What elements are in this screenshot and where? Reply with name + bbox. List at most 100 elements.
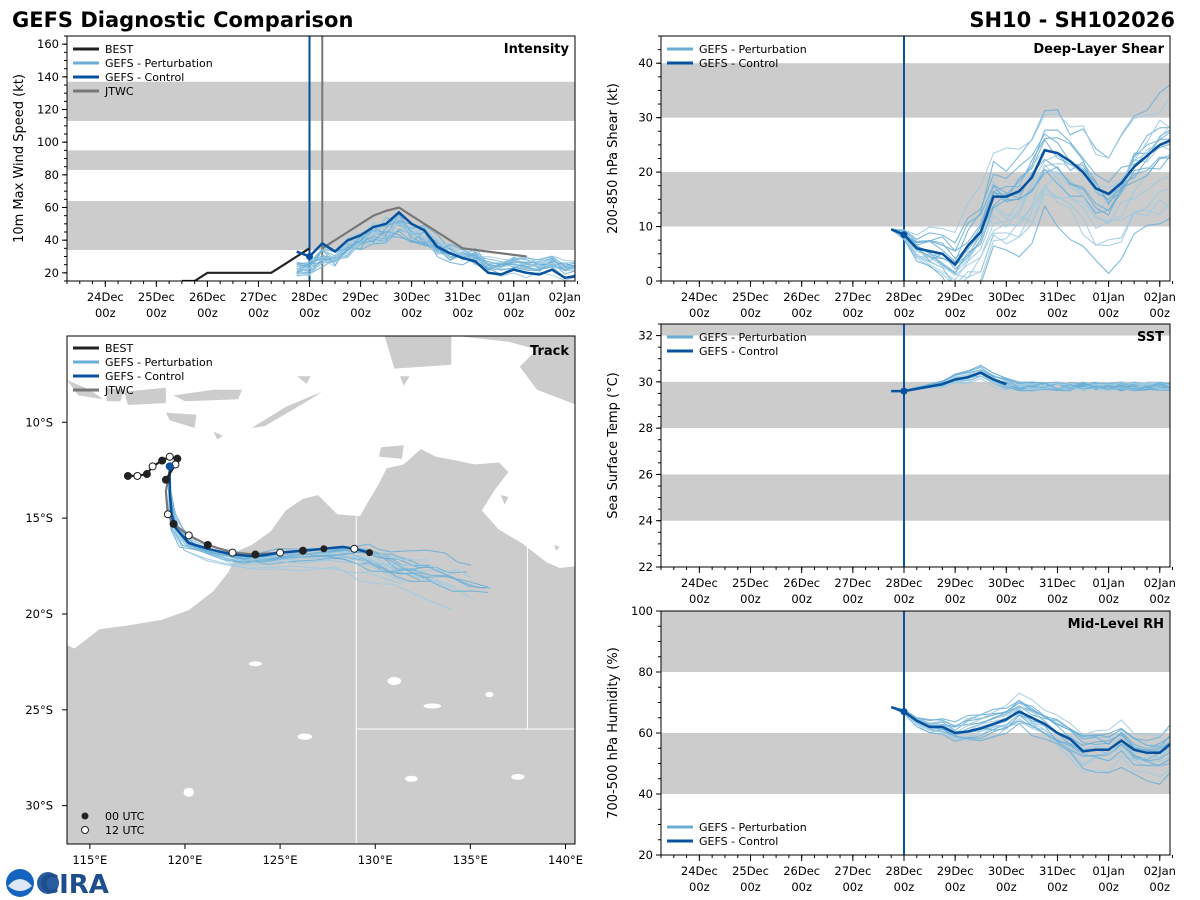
shear-xtick-label: 02Jan [1144, 290, 1176, 304]
track-legend-label-best: BEST [105, 342, 133, 355]
intensity-ytick-label: 120 [37, 103, 59, 117]
intensity-xtick-label: 01Jan [498, 290, 530, 304]
intensity-xtick-label: 00z [197, 306, 218, 320]
sst-xtick-label: 31Dec [1039, 576, 1076, 590]
sst-xtick-label: 00z [1047, 592, 1068, 606]
cira-logo-text: CIRA [40, 870, 109, 900]
rh-legend-label-perturb: GEFS - Perturbation [699, 821, 807, 834]
best-track-point [158, 456, 167, 465]
sst-ytick-label: 22 [638, 560, 653, 574]
sst-xtick-label: 25Dec [732, 576, 769, 590]
lake-shape [423, 703, 442, 709]
shear-perturbation-member [890, 204, 1170, 281]
intensity-ytick-label: 100 [37, 135, 59, 149]
intensity-legend-label-control: GEFS - Control [105, 71, 184, 84]
shear-ytick-label: 30 [638, 111, 653, 125]
intensity-control-init-point [306, 253, 314, 260]
shear-legend-label-control: GEFS - Control [699, 57, 778, 70]
shear-perturbation-member [890, 138, 1170, 252]
rh-ytick-label: 20 [638, 848, 653, 862]
control-track-start [165, 462, 174, 471]
shear-ytick-label: 10 [638, 220, 653, 234]
shear-panel-title: Deep-Layer Shear [1033, 42, 1164, 57]
shear-xtick-label: 00z [689, 306, 710, 320]
sst-perturbation-member [891, 369, 1170, 392]
intensity-ytick-label: 80 [44, 168, 59, 182]
track-control-line [168, 466, 370, 558]
rh-perturbation-member [891, 706, 1170, 762]
sst-xtick-label: 24Dec [681, 576, 718, 590]
intensity-xtick-label: 26Dec [189, 290, 226, 304]
shear-y-axis-label: 200-850 hPa Shear (kt) [606, 83, 621, 234]
rh-xtick-label: 00z [1149, 880, 1170, 894]
rh-band-1 [661, 611, 1170, 672]
shear-xtick-label: 00z [842, 306, 863, 320]
shear-xtick-label: 28Dec [886, 290, 923, 304]
island-landmass [124, 387, 166, 405]
lake-shape [387, 677, 402, 686]
sst-xtick-label: 02Jan [1144, 576, 1176, 590]
best-track-point [161, 475, 170, 484]
shear-perturbation-member [890, 141, 1170, 281]
intensity-xtick-label: 28Dec [291, 290, 328, 304]
rh-perturbation-member [891, 700, 1170, 751]
rh-perturbation-member [891, 692, 1170, 737]
rh-xtick-label: 02Jan [1144, 864, 1176, 878]
rh-plot-area [890, 692, 1170, 785]
rh-xtick-label: 29Dec [937, 864, 974, 878]
best-track-point [123, 471, 132, 480]
shear-xtick-label: 27Dec [834, 290, 871, 304]
intensity-ytick-label: 140 [37, 70, 59, 84]
sst-ytick-label: 24 [638, 514, 653, 528]
track-legend-label-jtwc: JTWC [104, 384, 134, 397]
intensity-band-1 [67, 150, 575, 170]
shear-xtick-label: 00z [996, 306, 1017, 320]
sst-xtick-label: 00z [740, 592, 761, 606]
shear-ytick-label: 20 [638, 165, 653, 179]
sst-legend-label-perturb: GEFS - Perturbation [699, 331, 807, 344]
shear-xtick-label: 31Dec [1039, 290, 1076, 304]
rh-panel-title: Mid-Level RH [1068, 617, 1164, 632]
sst-perturbation-member [891, 366, 1170, 392]
jtwc-track-point [184, 531, 193, 540]
best-track-point [133, 471, 142, 480]
lake-shape [183, 787, 194, 797]
rh-xtick-label: 01Jan [1092, 864, 1124, 878]
rh-xtick-label: 00z [842, 880, 863, 894]
rh-xtick-label: 26Dec [783, 864, 820, 878]
shear-xtick-label: 00z [1098, 306, 1119, 320]
island-landmass [251, 391, 322, 428]
rh-xtick-label: 31Dec [1039, 864, 1076, 878]
shear-ytick-label: 0 [646, 274, 653, 288]
cira-logo: CIRA [6, 869, 109, 900]
track-frame [66, 335, 576, 845]
sst-legend-label-control: GEFS - Control [699, 345, 778, 358]
island-landmass [105, 387, 125, 402]
shear-perturbation-member [890, 129, 1170, 264]
shear-perturbation-member [891, 83, 1170, 263]
shear-band-1 [661, 63, 1170, 118]
intensity-xtick-label: 31Dec [444, 290, 481, 304]
track-ytick-label: 10°S [25, 415, 53, 429]
shear-xtick-label: 00z [740, 306, 761, 320]
best-track-point [148, 462, 157, 471]
shear-xtick-label: 26Dec [783, 290, 820, 304]
rh-xtick-label: 30Dec [988, 864, 1025, 878]
track-legend-label-control: GEFS - Control [105, 370, 184, 383]
intensity-jtwc-line [321, 206, 527, 258]
island-landmass [297, 376, 311, 384]
shear-xtick-label: 24Dec [681, 290, 718, 304]
control-track-point [366, 549, 374, 557]
sst-xtick-label: 00z [689, 592, 710, 606]
rh-xtick-label: 00z [1047, 880, 1068, 894]
intensity-xtick-label: 00z [554, 306, 575, 320]
legend-12utc-label: 12 UTC [105, 824, 145, 837]
rh-xtick-label: 27Dec [834, 864, 871, 878]
sst-xtick-label: 30Dec [988, 576, 1025, 590]
jtwc-track-point [163, 510, 172, 519]
shear-xtick-label: 00z [894, 306, 915, 320]
sst-ytick-label: 26 [638, 467, 653, 481]
sst-plot-area [891, 364, 1170, 395]
sst-xtick-label: 00z [791, 592, 812, 606]
rh-xtick-label: 28Dec [886, 864, 923, 878]
